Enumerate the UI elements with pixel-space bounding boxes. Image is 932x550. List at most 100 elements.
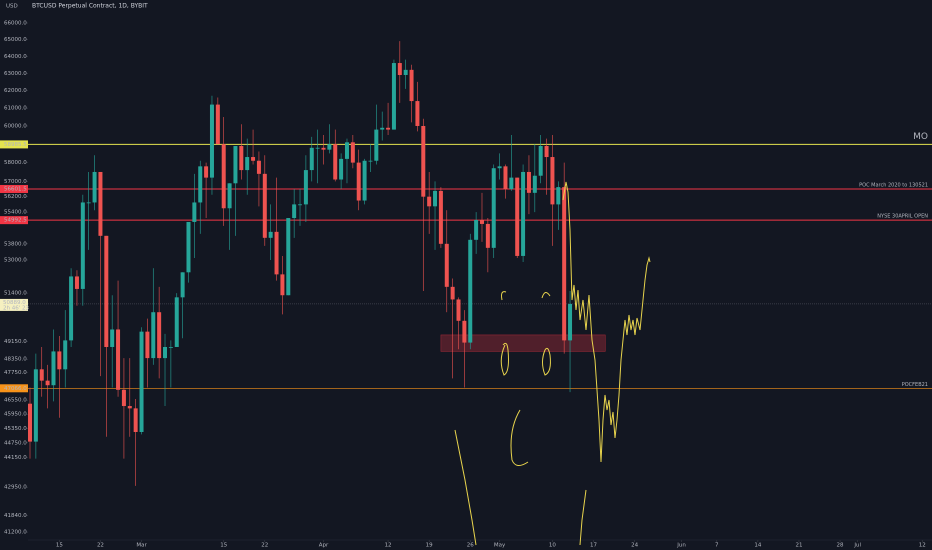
candle-body bbox=[262, 173, 267, 238]
candle-body bbox=[204, 166, 209, 178]
candle-body bbox=[344, 142, 349, 159]
candle-body bbox=[309, 147, 314, 171]
x-tick-label: 15 bbox=[220, 543, 227, 549]
candle-body bbox=[292, 204, 297, 219]
candle-body bbox=[133, 408, 138, 432]
x-tick-label: 7 bbox=[715, 543, 719, 549]
x-tick-label: 17 bbox=[590, 543, 597, 549]
candle-body bbox=[163, 346, 168, 359]
candle-body bbox=[233, 145, 238, 184]
level-price-label: 54992.5 bbox=[4, 218, 27, 224]
x-tick-label: 28 bbox=[837, 543, 844, 549]
y-tick-label: 44150.0 bbox=[4, 455, 27, 461]
candle-body bbox=[51, 351, 56, 386]
candle-body bbox=[86, 202, 91, 204]
candle-body bbox=[544, 145, 549, 158]
candle-body bbox=[485, 223, 490, 248]
level-note: POC March 2020 to 130521 bbox=[859, 182, 928, 188]
candle-body bbox=[415, 101, 420, 126]
candle-body bbox=[192, 202, 197, 222]
candle-body bbox=[245, 157, 250, 171]
current-price-box bbox=[0, 298, 28, 311]
candle-body bbox=[497, 166, 502, 169]
candle-body bbox=[168, 346, 173, 348]
level-price-box bbox=[0, 216, 28, 225]
candle-body bbox=[391, 63, 396, 130]
y-tick-label: 41840.0 bbox=[4, 513, 27, 519]
candle-body bbox=[444, 243, 449, 287]
candle-body bbox=[251, 157, 256, 161]
candle-body bbox=[92, 171, 97, 203]
candle-body bbox=[33, 369, 38, 442]
candle-body bbox=[116, 329, 121, 390]
x-tick-label: 14 bbox=[754, 543, 761, 549]
level-price-label: 58985.5 bbox=[4, 142, 27, 148]
candle-body bbox=[521, 171, 526, 256]
candle-body bbox=[239, 145, 244, 171]
candle-body bbox=[127, 406, 132, 409]
x-tick-label: Jun bbox=[676, 543, 686, 549]
x-tick-label: May bbox=[494, 543, 506, 549]
level-note: MO bbox=[913, 132, 928, 142]
candle-body bbox=[286, 218, 291, 296]
x-tick-label: Jul bbox=[853, 543, 861, 549]
candle-body bbox=[256, 160, 261, 174]
level-price-box bbox=[0, 184, 28, 193]
x-tick-label: 10 bbox=[549, 543, 556, 549]
candle-body bbox=[327, 144, 332, 150]
candle-body bbox=[515, 177, 520, 256]
candle-body bbox=[562, 187, 567, 341]
candle-body bbox=[321, 147, 326, 150]
candle-body bbox=[403, 69, 408, 75]
y-tick-label: 65000.0 bbox=[4, 37, 27, 43]
y-tick-label: 42950.0 bbox=[4, 485, 27, 491]
candle-body bbox=[198, 166, 203, 203]
y-tick-label: 57000.0 bbox=[4, 179, 27, 185]
level-price-label: 47066.0 bbox=[4, 386, 27, 392]
candle-body bbox=[538, 145, 543, 176]
countdown-label: 2h 46' 23 bbox=[3, 305, 29, 311]
candle-body bbox=[380, 127, 385, 130]
candle-body bbox=[397, 63, 402, 75]
level-price-box bbox=[0, 140, 28, 149]
candle-body bbox=[356, 162, 361, 201]
candle-body bbox=[227, 183, 232, 209]
x-tick-label: 26 bbox=[467, 543, 474, 549]
candle-body bbox=[315, 147, 320, 149]
candle-body bbox=[456, 299, 461, 321]
candle-body bbox=[298, 204, 303, 206]
candle-body bbox=[139, 331, 144, 432]
candle-body bbox=[462, 320, 467, 343]
level-price-label: 56601.5 bbox=[4, 186, 27, 192]
x-tick-label: 22 bbox=[97, 543, 104, 549]
candle-body bbox=[174, 297, 179, 347]
candle-body bbox=[568, 303, 573, 341]
y-tick-label: 41200.0 bbox=[4, 530, 27, 536]
x-tick-label: 24 bbox=[631, 543, 638, 549]
candle-body bbox=[69, 276, 74, 341]
level-note: NYSE 30APRIL OPEN bbox=[877, 214, 928, 220]
y-tick-label: 60000.0 bbox=[4, 123, 27, 129]
candle-body bbox=[474, 219, 479, 240]
candle-body bbox=[421, 125, 426, 197]
y-tick-label: 47750.0 bbox=[4, 370, 27, 376]
candle-body bbox=[221, 144, 226, 209]
candle-body bbox=[550, 157, 555, 205]
candle-body bbox=[157, 312, 162, 359]
candle-body bbox=[438, 190, 443, 244]
candle-body bbox=[303, 170, 308, 205]
x-tick-label: 12 bbox=[919, 543, 926, 549]
candle-body bbox=[98, 171, 103, 236]
currency-label: USD bbox=[6, 4, 18, 10]
current-price-label: 50889.0 bbox=[3, 300, 26, 306]
candle-body bbox=[74, 276, 79, 289]
candle-body bbox=[433, 190, 438, 207]
candle-body bbox=[526, 171, 531, 193]
candle-body bbox=[339, 158, 344, 180]
candle-body bbox=[28, 403, 32, 442]
candle-body bbox=[45, 380, 50, 386]
y-tick-label: 55400.0 bbox=[4, 210, 27, 216]
candle-body bbox=[450, 286, 455, 300]
chart-title: BTCUSD Perpetual Contract, 1D, BYBIT bbox=[32, 3, 148, 10]
